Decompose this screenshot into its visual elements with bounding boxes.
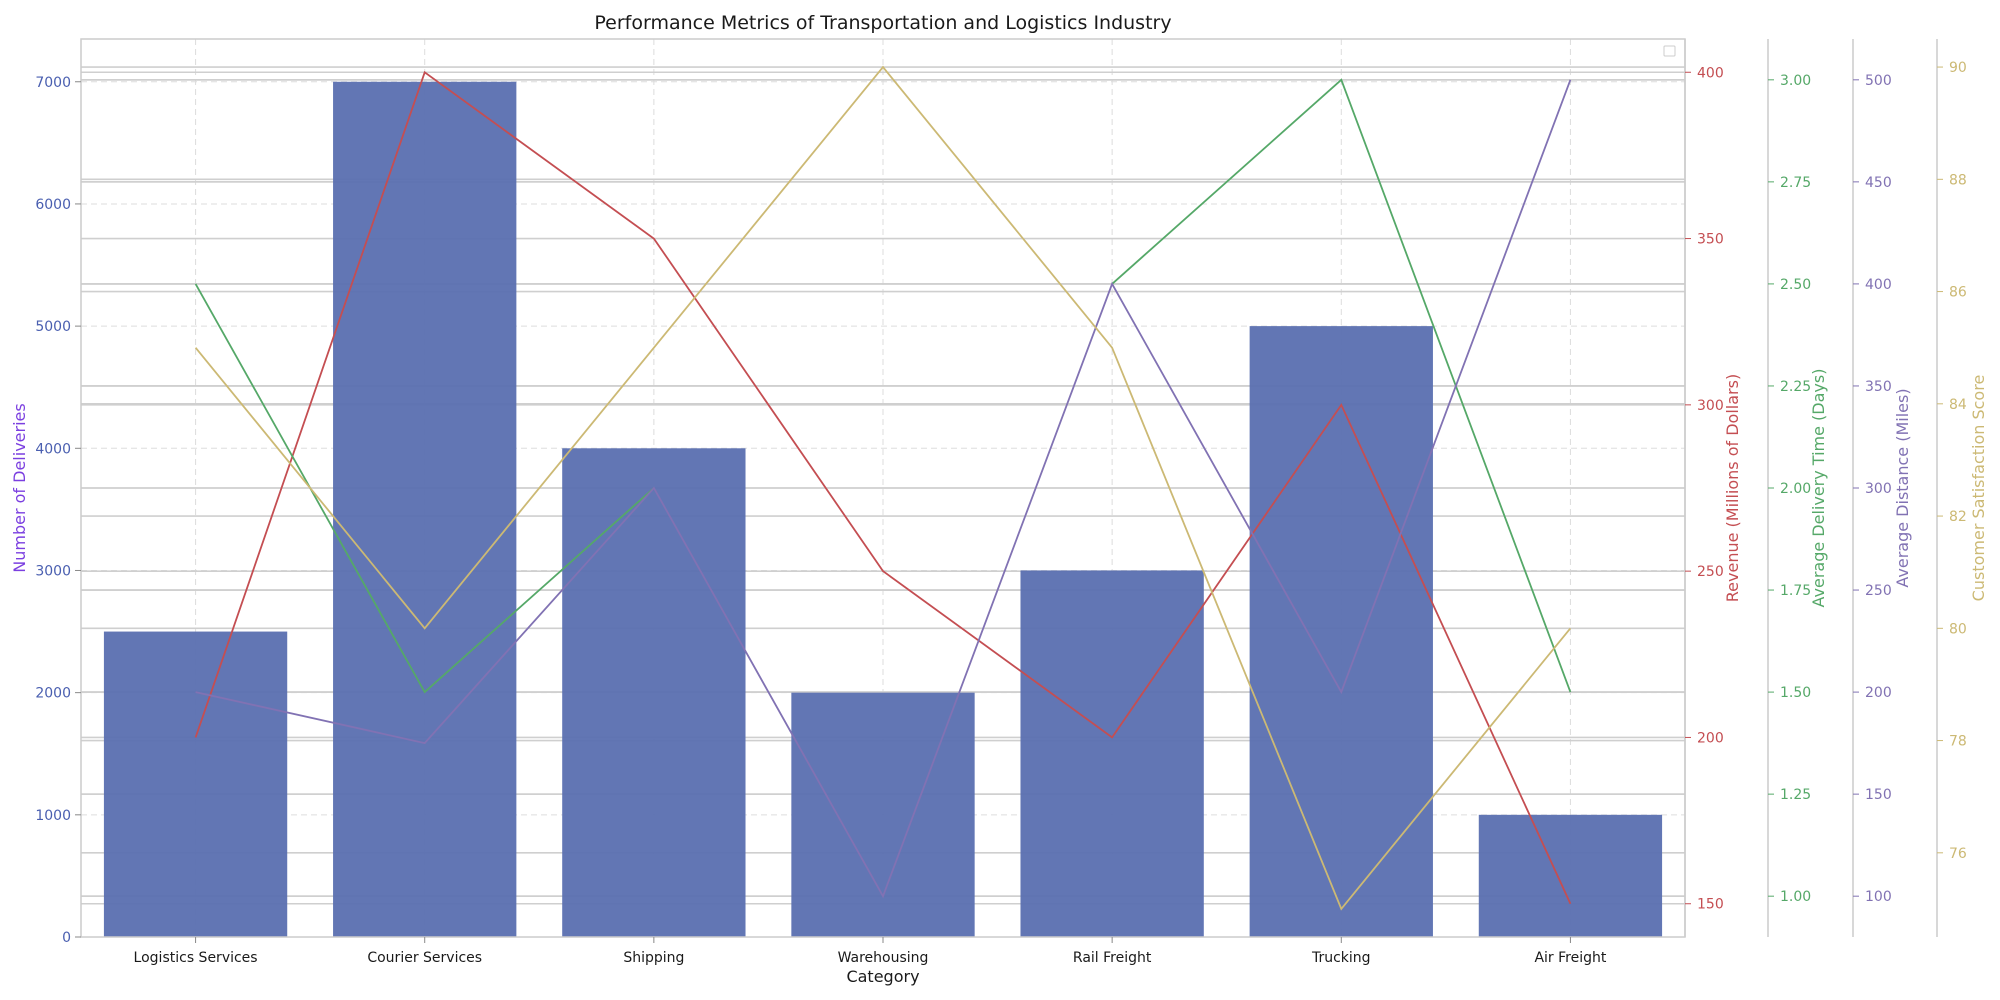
y-tick-label: 0 xyxy=(62,930,71,946)
y-tick-label: 3000 xyxy=(35,563,71,579)
y-tick-label: 2000 xyxy=(35,686,71,702)
right-tick-label: 2.50 xyxy=(1780,277,1811,293)
right-tick-label: 500 xyxy=(1865,73,1892,89)
right-axis-label-3: Customer Satisfaction Score xyxy=(1969,375,1988,602)
y-tick-label: 4000 xyxy=(35,441,71,457)
bar-layer xyxy=(103,81,1663,938)
right-tick-label: 200 xyxy=(1865,685,1892,701)
bar-3 xyxy=(791,692,975,937)
right-tick-label: 88 xyxy=(1949,172,1967,188)
legend-box xyxy=(1663,45,1676,57)
right-tick-label: 84 xyxy=(1949,397,1967,413)
right-tick-label: 400 xyxy=(1697,65,1724,81)
y-tick-label: 5000 xyxy=(35,319,71,335)
right-tick-label: 1.00 xyxy=(1780,889,1811,905)
right-axis-label-1: Average Delivery Time (Days) xyxy=(1809,369,1828,608)
series-line-2 xyxy=(195,79,1572,899)
bar-5 xyxy=(1249,326,1433,938)
x-tick-label: Shipping xyxy=(623,950,684,966)
right-tick-label: 300 xyxy=(1865,481,1892,497)
right-tick-label: 200 xyxy=(1697,730,1724,746)
right-tick-label: 350 xyxy=(1865,379,1892,395)
right-tick-label: 400 xyxy=(1865,277,1892,293)
right-tick-label: 150 xyxy=(1697,897,1724,913)
x-axis-label: Category xyxy=(846,967,919,986)
line-layer xyxy=(194,65,1572,911)
x-tick-label: Logistics Services xyxy=(134,950,258,966)
right-tick-label: 86 xyxy=(1949,285,1967,301)
line-series-0 xyxy=(194,70,1572,905)
right-tick-label: 80 xyxy=(1949,621,1967,637)
right-tick-label: 2.00 xyxy=(1780,481,1811,497)
x-tick-label: Warehousing xyxy=(838,950,929,966)
x-tick-label: Trucking xyxy=(1311,950,1371,966)
right-tick-label: 100 xyxy=(1865,889,1892,905)
right-tick-label: 250 xyxy=(1865,583,1892,599)
right-tick-label: 1.25 xyxy=(1780,787,1811,803)
bar-1 xyxy=(333,81,517,937)
bar-6 xyxy=(1478,814,1663,937)
bar-0 xyxy=(103,631,288,937)
line-series-1 xyxy=(194,78,1572,694)
x-tick-label: Rail Freight xyxy=(1073,950,1152,966)
y-axis-label: Number of Deliveries xyxy=(10,403,29,572)
right-axis-label-0: Revenue (Millions of Dollars) xyxy=(1723,374,1742,602)
right-tick-label: 300 xyxy=(1697,398,1724,414)
right-tick-label: 82 xyxy=(1949,509,1967,525)
right-tick-label: 3.00 xyxy=(1780,73,1811,89)
right-tick-label: 78 xyxy=(1949,734,1967,750)
right-tick-label: 1.75 xyxy=(1780,583,1811,599)
chart-title: Performance Metrics of Transportation an… xyxy=(594,12,1171,34)
bar-2 xyxy=(562,448,746,937)
y-tick-label: 6000 xyxy=(35,197,71,213)
right-tick-label: 150 xyxy=(1865,787,1892,803)
series-line-1 xyxy=(1111,78,1572,693)
right-tick-label: 2.75 xyxy=(1780,175,1811,191)
series-line-1 xyxy=(194,283,655,694)
y-tick-label: 1000 xyxy=(35,808,71,824)
right-tick-label: 2.25 xyxy=(1780,379,1811,395)
right-tick-label: 350 xyxy=(1697,232,1724,248)
bar-4 xyxy=(1020,570,1204,937)
right-tick-label: 450 xyxy=(1865,175,1892,191)
right-axis-label-2: Average Distance (Miles) xyxy=(1893,388,1912,587)
line-series-2 xyxy=(195,79,1572,899)
right-tick-label: 90 xyxy=(1949,60,1967,76)
series-line-0 xyxy=(194,70,1572,905)
line-series-3 xyxy=(194,65,1572,911)
right-tick-label: 250 xyxy=(1697,564,1724,580)
axes-layer: 0 1000 2000 3000 4000 5000 6000 7000 Number of D… xyxy=(10,38,1988,966)
y-tick-label: 7000 xyxy=(35,75,71,91)
right-tick-label: 1.50 xyxy=(1780,685,1811,701)
right-tick-label: 76 xyxy=(1949,846,1967,862)
x-tick-label: Courier Services xyxy=(367,950,482,966)
x-tick-label: Air Freight xyxy=(1534,950,1606,966)
series-line-3 xyxy=(194,65,1572,911)
